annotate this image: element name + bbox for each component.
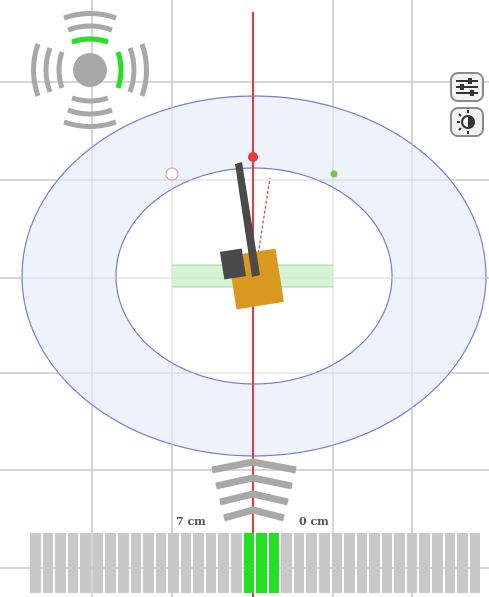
lightbar-segment <box>218 533 229 593</box>
lightbar-segment <box>168 533 179 593</box>
lightbar-segment <box>331 533 343 593</box>
heading-chevrons-icon <box>211 458 297 522</box>
brightness-button[interactable] <box>450 107 484 137</box>
lightbar-segment <box>155 533 167 593</box>
settings-sliders-button[interactable] <box>450 72 484 102</box>
lightbar-segment <box>444 533 456 593</box>
lightbar-segment <box>80 533 91 593</box>
lightbar-segment <box>42 533 54 593</box>
lightbar-segment <box>406 533 418 593</box>
lightbar-segment <box>394 533 405 593</box>
right-distance-label: 0 cm <box>299 515 329 528</box>
lightbar-segment <box>130 533 142 593</box>
lightbar-segment <box>67 533 79 593</box>
guidance-target-dot <box>248 152 258 162</box>
lightbar-segment <box>193 533 204 593</box>
lightbar-segment <box>381 533 393 593</box>
lightbar-segment <box>268 533 280 593</box>
lightbar-segment <box>256 533 267 593</box>
lightbar-segment <box>432 533 443 593</box>
lightbar-segment <box>419 533 430 593</box>
vehicle-boom <box>235 162 260 277</box>
lightbar-segment <box>369 533 380 593</box>
lightbar-segment <box>356 533 368 593</box>
direction-compass-icon <box>31 11 149 129</box>
lightbar-segment <box>344 533 355 593</box>
lightbar-segment <box>180 533 192 593</box>
lightbar-segment <box>55 533 66 593</box>
lightbar-segment <box>117 533 129 593</box>
brightness-icon <box>457 110 475 134</box>
sliders-icon <box>456 78 478 96</box>
lightbar-segment <box>281 533 292 593</box>
lightbar-segment <box>457 533 468 593</box>
lightbar-segment <box>205 533 217 593</box>
left-distance-label: 7 cm <box>176 515 206 528</box>
lightbar-segment <box>231 533 242 593</box>
lightbar-segment <box>143 533 154 593</box>
vehicle <box>219 162 284 310</box>
vehicle-cab <box>219 248 247 280</box>
lightbar-segment <box>306 533 317 593</box>
lightbar-segment <box>469 533 481 593</box>
right-marker-dot <box>330 170 338 178</box>
lightbar-segment <box>30 533 41 593</box>
lightbar <box>30 533 481 593</box>
lightbar-segment <box>243 533 255 593</box>
lightbar-segment <box>318 533 330 593</box>
left-marker-dot <box>165 167 179 181</box>
lightbar-segment <box>105 533 116 593</box>
lightbar-segment <box>92 533 104 593</box>
lightbar-segment <box>293 533 305 593</box>
